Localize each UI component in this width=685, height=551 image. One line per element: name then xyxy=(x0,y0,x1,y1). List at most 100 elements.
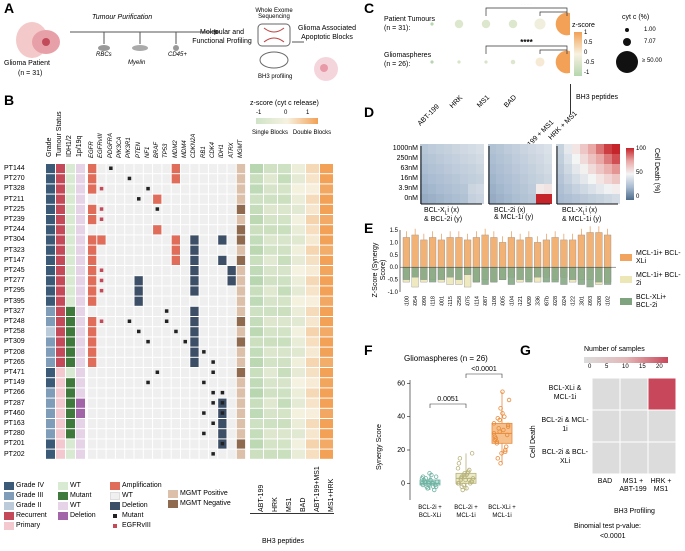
gene-cell xyxy=(171,449,180,459)
gene-cell xyxy=(125,204,134,214)
header-pdgfra: PDGFRA xyxy=(107,132,114,158)
gene-cell xyxy=(218,337,227,347)
gene-cell xyxy=(106,368,115,378)
d-cell xyxy=(488,144,496,154)
gene-cell xyxy=(106,266,115,276)
gene-cell xyxy=(190,419,199,429)
codel-cell xyxy=(76,317,85,327)
g-ylabel: Cell Death xyxy=(530,425,537,458)
gene-cell xyxy=(134,204,143,214)
gene-cell xyxy=(153,327,162,337)
d-cell xyxy=(504,164,512,174)
legend-grade3: Grade III xyxy=(16,492,44,499)
f-point xyxy=(495,416,500,421)
mut-marker xyxy=(174,329,178,334)
mut-marker xyxy=(220,401,225,405)
heat-cell xyxy=(320,225,333,235)
idh-cell xyxy=(66,317,75,327)
c-bubble xyxy=(534,18,546,30)
gene-cell xyxy=(227,357,236,367)
heat-cell xyxy=(320,306,333,316)
grade-cell xyxy=(46,419,55,429)
gene-cell xyxy=(162,408,171,418)
heat-cell xyxy=(264,408,277,418)
c-row2-n: (n = 26): xyxy=(384,61,411,68)
mgmt-cell xyxy=(236,357,246,367)
heat-label-1: HRK xyxy=(272,497,279,512)
f-point xyxy=(502,414,507,419)
f-point xyxy=(504,432,510,438)
d-cell xyxy=(556,184,564,194)
gene-cell xyxy=(190,398,199,408)
gene-cell xyxy=(134,255,143,265)
f-ytick: 40 xyxy=(397,414,405,421)
arrow-right xyxy=(292,41,304,43)
f-point xyxy=(497,429,502,434)
d-cell xyxy=(428,144,436,154)
c-xlabel-3: BAD xyxy=(503,94,519,110)
heat-cell xyxy=(306,449,319,459)
d-cell xyxy=(496,174,504,184)
gene-cell xyxy=(125,276,134,286)
d-cell xyxy=(544,154,552,164)
heat-cell xyxy=(306,225,319,235)
d-ytick-3: 16nM xyxy=(400,175,418,182)
d-cell xyxy=(452,194,460,204)
f-point xyxy=(464,486,469,491)
d-cell xyxy=(596,174,604,184)
gene-cell xyxy=(115,347,125,357)
legend-mutant-marker xyxy=(113,514,117,518)
del-cell xyxy=(134,276,143,286)
heat-cell xyxy=(278,368,291,378)
d-cell xyxy=(564,174,572,184)
grade-cell xyxy=(46,429,55,439)
header-mgmt: MGMT xyxy=(237,139,244,158)
gene-cell xyxy=(171,337,180,347)
f-point xyxy=(491,421,497,426)
gene-cell xyxy=(134,388,143,398)
d-cell xyxy=(564,144,572,154)
d-cell xyxy=(564,194,572,204)
f-point xyxy=(501,427,506,433)
gene-cell xyxy=(115,184,125,194)
gene-cell xyxy=(181,449,190,459)
heat-cell xyxy=(292,378,305,388)
gene-cell xyxy=(208,306,218,316)
gene-cell xyxy=(227,235,236,245)
gene-cell xyxy=(162,337,171,347)
gene-cell xyxy=(134,245,143,255)
gene-cell xyxy=(125,408,134,418)
purification-arrows xyxy=(70,29,220,51)
heat-cell xyxy=(306,429,319,439)
heat-cell xyxy=(264,276,277,286)
d-cell xyxy=(496,144,504,154)
heat-cell xyxy=(250,174,263,184)
gene-cell xyxy=(218,204,227,214)
gene-cell xyxy=(153,276,162,286)
gene-cell xyxy=(199,225,208,235)
del-cell xyxy=(190,347,199,357)
e-xlabel: GS054 xyxy=(413,296,419,306)
heat-cell xyxy=(278,296,291,306)
gene-cell xyxy=(106,357,115,367)
gene-cell xyxy=(218,215,227,225)
heat-cell xyxy=(250,429,263,439)
idh-cell xyxy=(66,347,75,357)
heat-cell xyxy=(292,347,305,357)
heat-cell xyxy=(278,317,291,327)
e-bar xyxy=(604,267,612,285)
status-cell xyxy=(56,194,65,204)
gene-cell xyxy=(181,164,190,174)
f-point xyxy=(462,471,467,476)
f-point xyxy=(470,476,476,481)
gene-cell xyxy=(181,317,190,327)
gene-cell xyxy=(134,357,143,367)
double-blocks-label: Double Blocks xyxy=(292,130,332,136)
gene-cell xyxy=(106,235,115,245)
heat-cell xyxy=(264,429,277,439)
gene-cell xyxy=(218,245,227,255)
legend-primary: Primary xyxy=(16,522,41,529)
gene-cell xyxy=(134,164,143,174)
d-cell xyxy=(504,184,512,194)
status-cell xyxy=(56,266,65,276)
